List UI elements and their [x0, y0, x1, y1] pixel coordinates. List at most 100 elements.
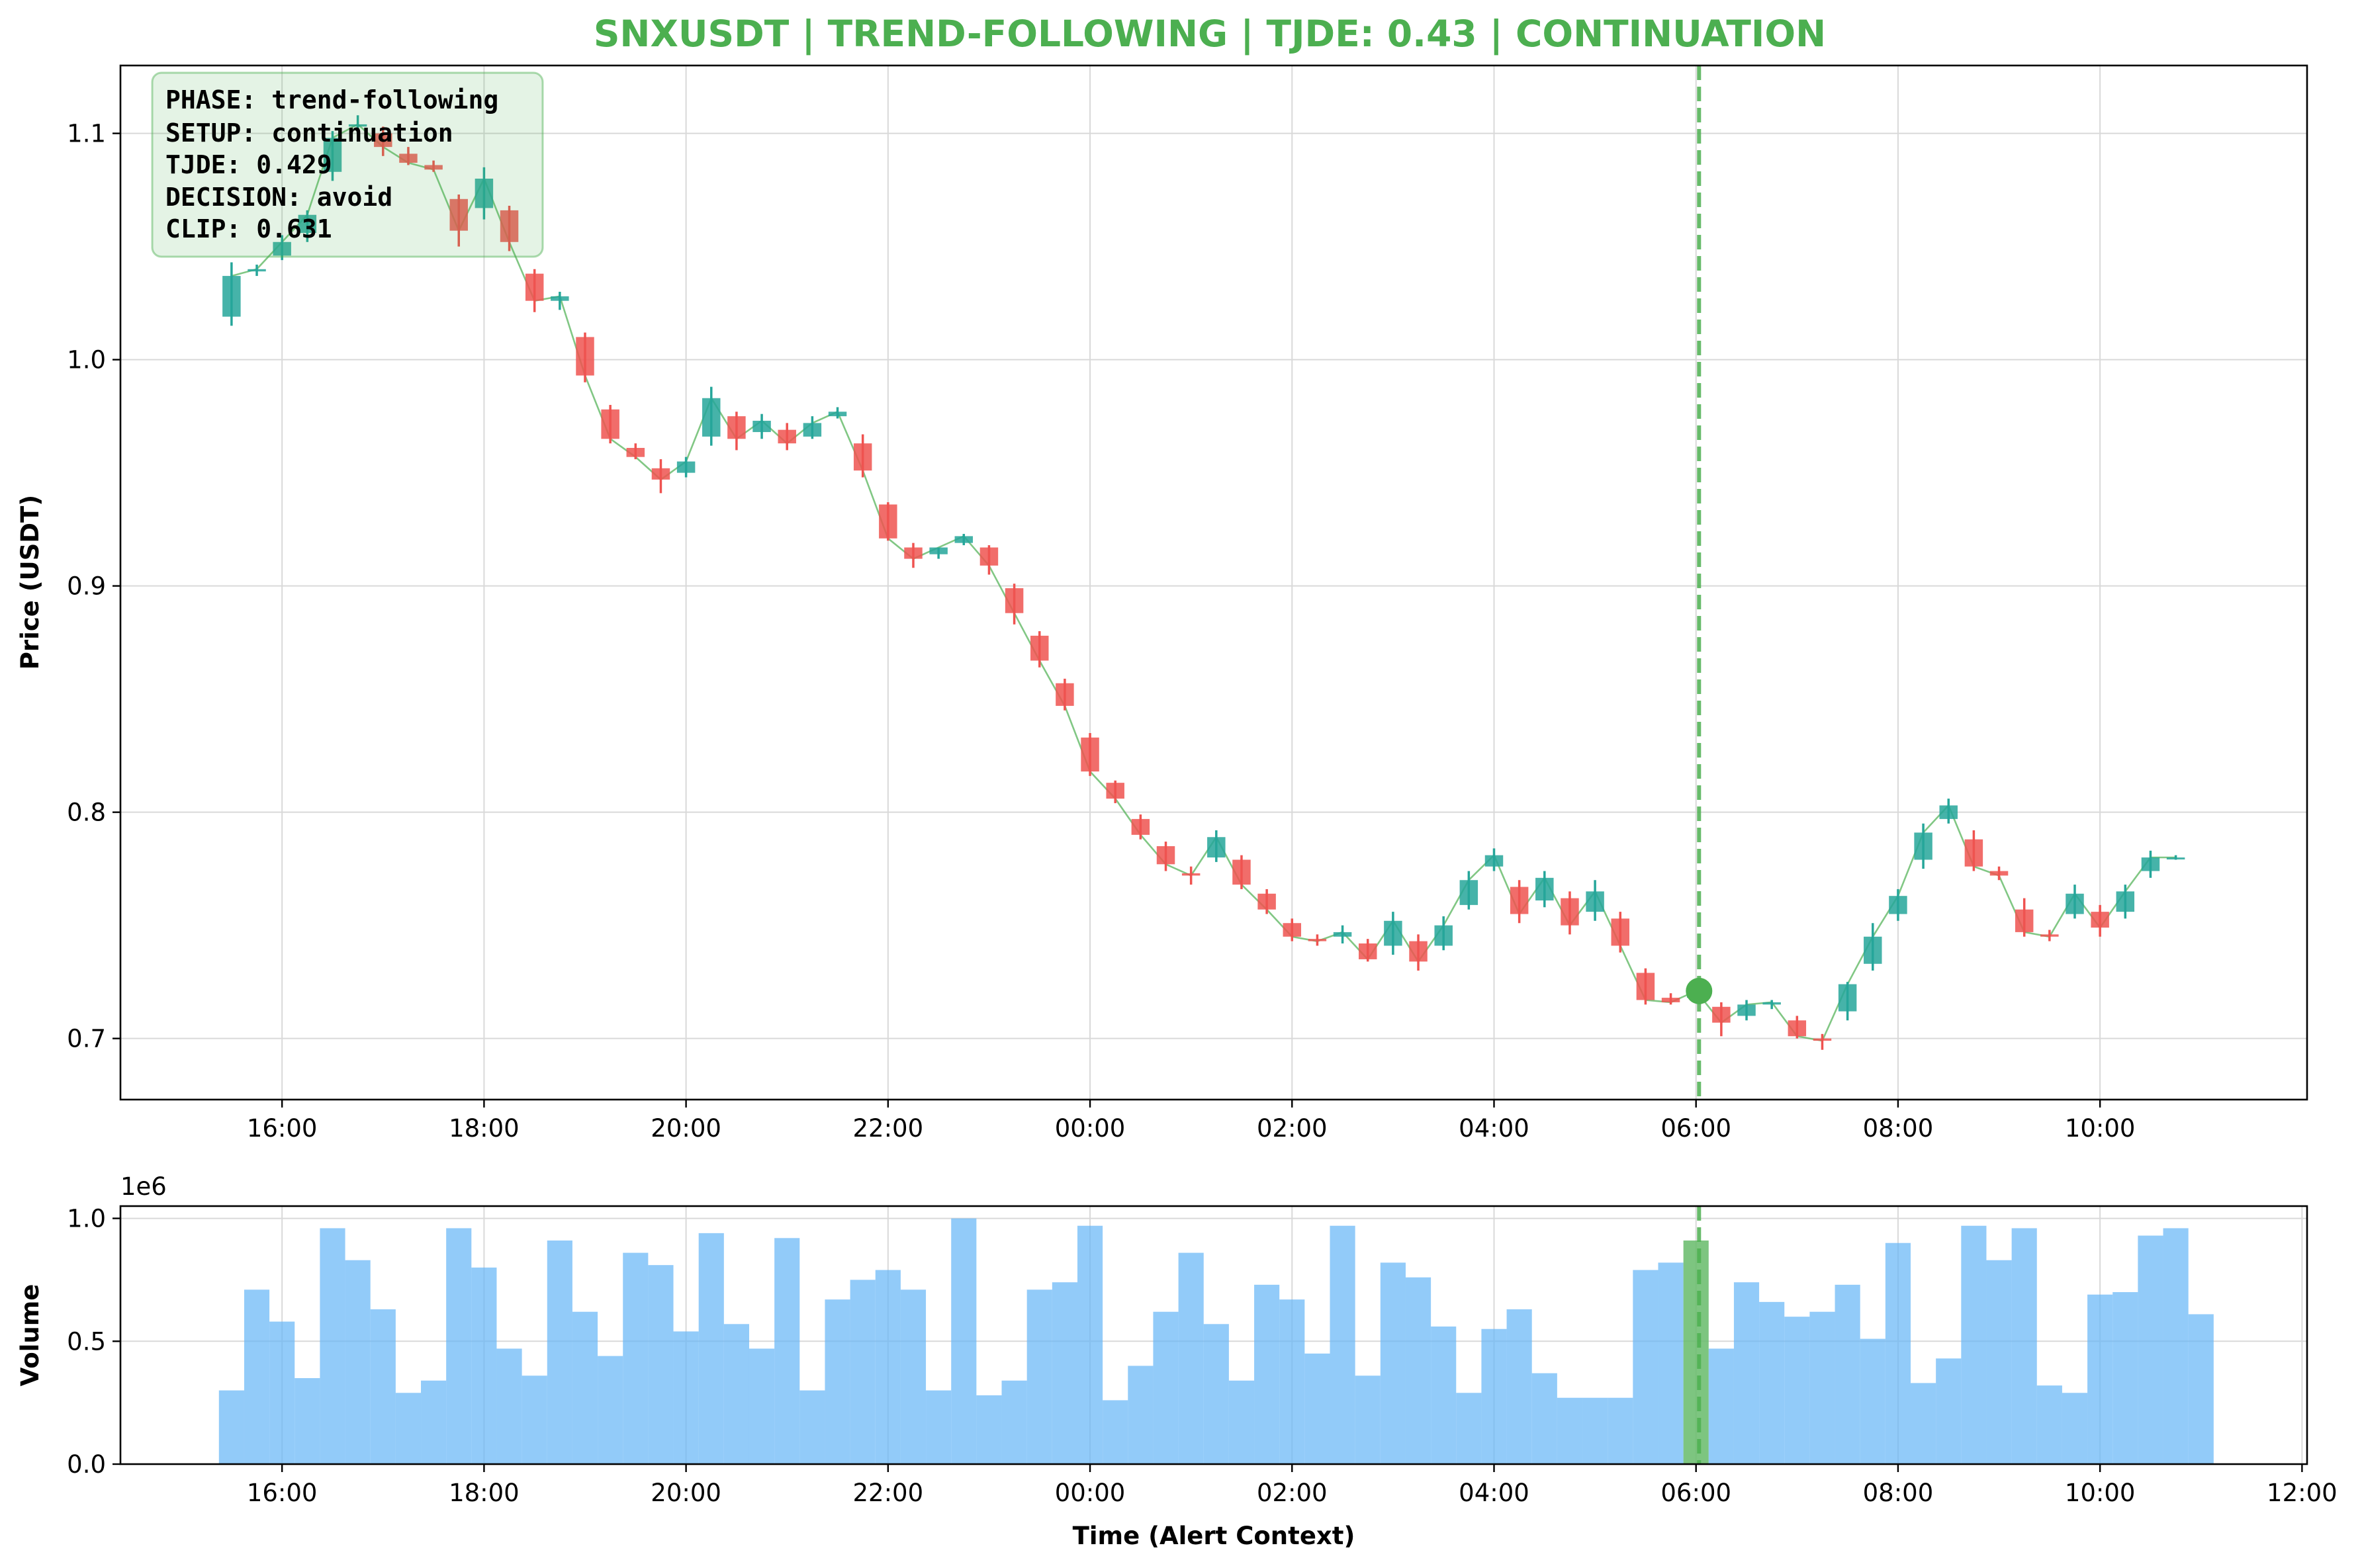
volume-x-ticks: 16:00 18:00 20:00 22:00 00:00 02:00 04:00 06:00… — [247, 1464, 2338, 1507]
volume-bar — [1330, 1225, 1355, 1464]
bearish-candle — [1081, 732, 1099, 776]
bearish-candle — [2091, 904, 2109, 937]
volume-bar — [1026, 1289, 1052, 1464]
bullish-candle — [1207, 830, 1226, 862]
candle-body — [2066, 893, 2084, 914]
candle-body — [374, 133, 392, 148]
volume-bar — [2062, 1393, 2088, 1464]
volume-bar — [1228, 1380, 1255, 1464]
bullish-candle — [1586, 880, 1604, 921]
volume-bar — [2188, 1314, 2214, 1464]
candle-body — [1156, 846, 1175, 865]
candle-body — [1484, 855, 1504, 867]
candle-body — [348, 124, 367, 127]
candle-body — [551, 296, 569, 301]
price-x-tick-label: 20:00 — [651, 1114, 721, 1143]
bearish-candle — [1232, 855, 1251, 889]
volume-bar — [1052, 1282, 1077, 1464]
candle-body — [323, 138, 342, 172]
candle-body — [828, 412, 847, 417]
volume-bar — [1254, 1284, 1280, 1464]
bearish-candle — [2015, 898, 2034, 937]
bullish-candle — [348, 115, 367, 134]
volume-panel: 0.0 0.5 1.0 16:00 18:00 20:00 22:00 00:00 02:00… — [16, 1172, 2338, 1550]
volume-y-tick-label: 1.0 — [67, 1205, 106, 1233]
bullish-candle — [2116, 885, 2135, 919]
candle-body — [1030, 635, 1049, 661]
price-x-tick-label: 04:00 — [1459, 1114, 1529, 1143]
volume-bar — [1178, 1252, 1204, 1464]
bullish-candle — [1484, 848, 1504, 871]
candle-body — [2091, 912, 2109, 928]
candle-body — [1005, 588, 1024, 613]
volume-x-tick-label: 20:00 — [651, 1479, 721, 1507]
candle-body — [1283, 923, 1302, 937]
volume-bar — [269, 1321, 295, 1464]
bullish-candle — [1434, 916, 1453, 951]
candle-body — [248, 269, 266, 272]
price-x-tick-label: 10:00 — [2065, 1114, 2136, 1143]
volume-bar — [2036, 1385, 2062, 1464]
volume-y-tick-label: 0.5 — [67, 1327, 106, 1356]
bearish-candle — [576, 332, 594, 382]
bullish-candle — [1459, 871, 1478, 910]
bullish-candle — [954, 533, 974, 546]
bullish-candle — [1384, 912, 1402, 955]
price-axes-frame — [119, 64, 2308, 1101]
candle-body — [273, 241, 291, 256]
volume-x-tick-label: 10:00 — [2065, 1479, 2136, 1507]
volume-bar — [926, 1390, 952, 1464]
volume-bar — [825, 1299, 850, 1464]
bearish-candle — [1561, 891, 1579, 935]
volume-bar — [1633, 1270, 1658, 1464]
volume-bar — [1481, 1328, 1507, 1464]
bullish-candle — [1333, 925, 1352, 944]
candle-body — [2141, 857, 2160, 871]
bullish-candle — [248, 264, 266, 277]
info-line-setup: SETUP: continuation — [165, 118, 453, 148]
bullish-candle — [1914, 823, 1932, 869]
candle-body — [576, 337, 594, 376]
bullish-candle — [929, 547, 948, 559]
bearish-candle — [399, 147, 418, 165]
volume-bars — [218, 1218, 2214, 1464]
candle-body — [676, 461, 696, 473]
bearish-candle — [778, 423, 796, 451]
candle-body — [929, 547, 948, 554]
bearish-candle — [727, 412, 746, 451]
volume-bar — [244, 1289, 270, 1464]
candle-body — [853, 443, 872, 471]
chart-title: SNXUSDT | TREND-FOLLOWING | TJDE: 0.43 |… — [594, 13, 1826, 56]
volume-x-axis-label: Time (Alert Context) — [1073, 1522, 1355, 1550]
candle-body — [1308, 939, 1327, 941]
info-line-clip: CLIP: 0.631 — [165, 214, 332, 243]
volume-bar — [623, 1252, 649, 1464]
candle-body — [727, 416, 746, 439]
bullish-candle — [1535, 871, 1554, 908]
info-line-decision: DECISION: avoid — [165, 183, 392, 212]
volume-bar — [850, 1280, 876, 1464]
candle-body — [954, 536, 974, 543]
bullish-candle — [1838, 982, 1857, 1021]
volume-bar — [496, 1348, 522, 1464]
bearish-candle — [1788, 1016, 1807, 1039]
volume-bar — [1708, 1348, 1734, 1464]
volume-x-tick-label: 16:00 — [247, 1479, 318, 1507]
candle-body — [1611, 918, 1629, 946]
price-y-tick-label: 0.7 — [67, 1025, 106, 1053]
price-y-tick-label: 0.9 — [67, 572, 106, 601]
candle-body — [803, 423, 822, 437]
candle-body — [1232, 859, 1251, 885]
candle-body — [424, 165, 443, 170]
bullish-candle — [752, 414, 771, 439]
volume-bar — [395, 1393, 422, 1464]
bullish-candle — [1762, 1000, 1781, 1010]
bullish-candle — [475, 167, 494, 220]
volume-x-tick-label: 08:00 — [1863, 1479, 1934, 1507]
bearish-candle — [1056, 678, 1074, 711]
volume-bar — [370, 1309, 396, 1464]
volume-bar — [218, 1390, 244, 1464]
bullish-candle — [222, 262, 241, 326]
bullish-candle — [1864, 923, 1882, 971]
volume-bar — [749, 1348, 775, 1464]
